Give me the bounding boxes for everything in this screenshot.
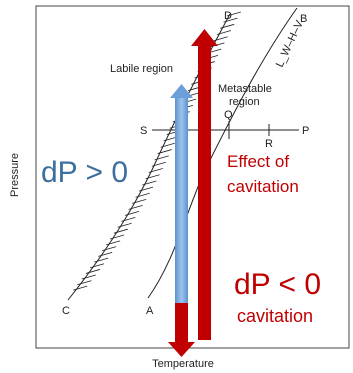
hatch-mark: [157, 149, 172, 154]
hatch-mark: [106, 240, 121, 246]
hatch-mark: [81, 274, 96, 280]
point-r-label: R: [265, 138, 273, 150]
labile-region-label: Labile region: [110, 63, 173, 75]
blue-up-arrow: [170, 84, 193, 303]
hatch-mark: [98, 252, 113, 257]
hatch-mark: [77, 280, 92, 286]
point-a-label: A: [146, 305, 154, 317]
cavitation-annotation: cavitation: [237, 306, 313, 326]
hatch-mark: [89, 263, 105, 269]
hatch-mark: [73, 285, 88, 291]
hatch-mark: [210, 42, 225, 48]
dp-positive-annotation: dP > 0: [41, 156, 128, 189]
point-s-label: S: [140, 125, 147, 137]
effect-of-cavitation-line2: cavitation: [227, 177, 299, 196]
effect-of-cavitation-line1: Effect of: [227, 152, 289, 171]
red-double-arrow: [168, 29, 218, 357]
y-axis-title: Pressure: [9, 153, 21, 197]
hatch-mark: [132, 198, 147, 204]
hatch-mark: [135, 192, 150, 198]
point-b-label: B: [300, 13, 307, 25]
hatch-mark: [213, 36, 228, 42]
hatch-mark: [160, 142, 175, 148]
lwhv-curve-label: L_W–H–V: [274, 18, 306, 69]
hatch-mark: [102, 246, 117, 252]
metastable-region-label-line1: Metastable: [218, 83, 272, 95]
point-q-label: Q: [224, 109, 233, 121]
point-p-label: P: [302, 125, 309, 137]
hatch-mark: [223, 17, 238, 23]
hatch-mark: [154, 155, 169, 161]
hatch-mark: [216, 30, 232, 35]
point-c-label: C: [62, 305, 70, 317]
hatch-mark: [142, 180, 157, 186]
hatch-mark: [220, 23, 235, 29]
hatch-mark: [109, 234, 125, 240]
hatch-mark: [128, 205, 143, 210]
hatch-mark: [145, 174, 160, 180]
metastable-region-label-line2: region: [229, 96, 260, 108]
point-d-label: D: [224, 10, 232, 22]
hatch-mark: [124, 211, 140, 216]
hatch-mark: [121, 216, 136, 222]
hatch-mark: [94, 257, 109, 263]
hatch-mark: [113, 228, 128, 234]
plot-frame: [35, 5, 350, 349]
hatch-mark: [85, 269, 101, 274]
hatch-mark: [226, 11, 241, 17]
hatch-mark: [117, 222, 132, 228]
hatch-mark: [148, 168, 163, 173]
dp-negative-annotation: dP < 0: [234, 268, 321, 301]
hatch-mark: [151, 161, 166, 167]
curve-cd-hatch-marks: [73, 11, 241, 291]
hatch-mark: [138, 186, 154, 192]
x-axis-title: Temperature: [152, 358, 214, 370]
